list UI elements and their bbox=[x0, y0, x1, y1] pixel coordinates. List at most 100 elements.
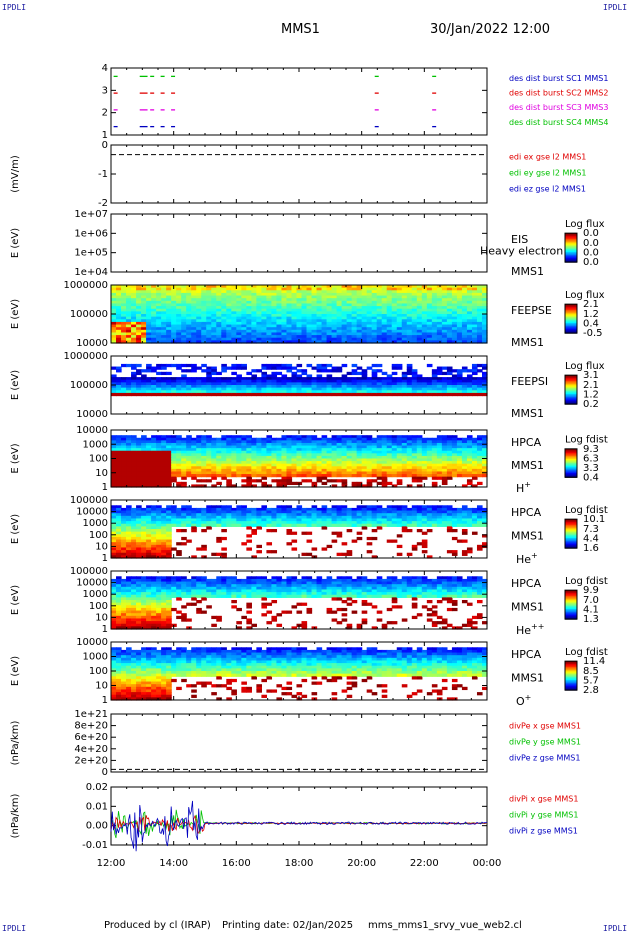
feepse-cell bbox=[111, 329, 117, 334]
hpca_he-cell bbox=[306, 518, 313, 522]
feepse-cell bbox=[401, 319, 408, 323]
hpca_h-cell bbox=[456, 468, 463, 473]
feepse-cell bbox=[401, 306, 408, 310]
feepse-cell bbox=[366, 292, 373, 297]
feepse-cell bbox=[241, 311, 247, 315]
feepsi-cell bbox=[311, 379, 318, 383]
hpca_h-cell bbox=[206, 445, 212, 449]
hpca_h-cell bbox=[476, 450, 483, 454]
feepsi-colorbar-tick: 2.1 bbox=[583, 380, 599, 391]
feepsi-cell bbox=[256, 387, 262, 391]
hpca_h-cell bbox=[286, 437, 293, 441]
feepse-cell bbox=[296, 329, 303, 334]
feepsi-cell bbox=[201, 363, 207, 368]
feepse-cell bbox=[361, 290, 368, 294]
feepse-cell bbox=[261, 319, 268, 323]
feepse-cell bbox=[431, 308, 438, 312]
feepse-cell bbox=[316, 316, 323, 320]
hpca_h-cell bbox=[296, 471, 303, 475]
feepsi-cell bbox=[356, 382, 363, 386]
feepse-cell bbox=[246, 298, 252, 302]
hpca_h-cell bbox=[236, 463, 242, 467]
hpca_h-cell bbox=[156, 448, 162, 452]
feepse-cell bbox=[256, 290, 262, 294]
hpca_he-cell bbox=[256, 550, 262, 554]
hpca_he-cell bbox=[216, 523, 222, 527]
hpca_h-cell bbox=[441, 455, 448, 460]
hpca_he-cell bbox=[201, 555, 207, 559]
feepsi-cell bbox=[471, 366, 478, 370]
feepsi-cell bbox=[246, 377, 252, 381]
hpca_he-cell bbox=[371, 507, 378, 512]
hpca_h-cell bbox=[126, 435, 132, 439]
hpca_h-cell bbox=[186, 437, 192, 441]
feepse-cell bbox=[396, 340, 403, 344]
hpca_h-cell bbox=[436, 471, 443, 475]
hpca_h-cell bbox=[301, 442, 308, 447]
feepsi-cell bbox=[421, 379, 428, 383]
feepse-cell bbox=[116, 316, 122, 320]
feepse-cell bbox=[461, 329, 468, 334]
hpca_h-cell bbox=[161, 437, 167, 441]
hpca_h-cell bbox=[436, 435, 443, 439]
hpca_h-cell bbox=[271, 479, 278, 483]
hpca_he-cell bbox=[356, 518, 363, 522]
hpca_h-cell bbox=[191, 445, 197, 449]
feepse-cell bbox=[221, 329, 227, 334]
hpca_h-cell bbox=[356, 455, 363, 460]
feepsi-cell bbox=[356, 377, 363, 381]
hpca_he-cell bbox=[406, 515, 413, 520]
feepse-cell bbox=[286, 292, 293, 297]
hpca_he-cell bbox=[206, 507, 212, 512]
feepsi-cell bbox=[451, 390, 458, 394]
hpca_h-cell bbox=[461, 484, 468, 488]
feepse-cell bbox=[476, 292, 483, 297]
feepse-cell bbox=[441, 332, 448, 336]
hpca_h-cell bbox=[181, 463, 187, 467]
hpca_he-cell bbox=[396, 523, 403, 527]
feepsi-cell bbox=[261, 377, 268, 381]
hpca_h-cell bbox=[361, 450, 368, 454]
feepse-cell bbox=[426, 308, 433, 312]
hpca_he-cell bbox=[416, 513, 423, 517]
feepsi-cell bbox=[146, 379, 152, 383]
feepse-cell bbox=[396, 311, 403, 315]
hpca_h-cell bbox=[161, 484, 167, 488]
feepse-cell bbox=[236, 290, 242, 294]
feepsi-cell bbox=[141, 385, 147, 389]
feepsi-cell bbox=[466, 377, 473, 381]
feepse-cell bbox=[201, 290, 207, 294]
hpca_he-cell bbox=[136, 536, 142, 541]
feepse-cell bbox=[186, 337, 192, 341]
hpca_h-cell bbox=[136, 455, 142, 460]
hpca_h-cell bbox=[261, 437, 268, 441]
feepse-cell bbox=[176, 314, 182, 318]
hpca_h-cell bbox=[241, 445, 247, 449]
feepse-cell bbox=[256, 335, 262, 339]
hpca_he-cell bbox=[131, 507, 137, 512]
hpca_h-cell bbox=[196, 442, 202, 447]
feepse-cell bbox=[146, 287, 152, 291]
feepse-cell bbox=[346, 295, 353, 299]
hpca_h-cell bbox=[131, 448, 137, 452]
feepsi-cell bbox=[161, 366, 167, 370]
hpca_h-cell bbox=[206, 461, 212, 465]
hpca_h-cell bbox=[471, 437, 478, 441]
hpca_h-cell bbox=[251, 479, 257, 483]
feepse-cell bbox=[176, 300, 182, 305]
hpca_h-cell bbox=[141, 471, 147, 475]
feepsi-cell bbox=[326, 387, 333, 391]
hpca_h-cell bbox=[376, 461, 383, 465]
hpca_he-cell bbox=[421, 542, 428, 546]
feepse-cell bbox=[116, 300, 122, 305]
feepse-cell bbox=[186, 319, 192, 323]
feepse-cell bbox=[211, 329, 217, 334]
hpca_h-cell bbox=[126, 453, 132, 457]
hpca_h-cell bbox=[401, 435, 408, 439]
feepsi-cell bbox=[171, 387, 177, 391]
hpca_h-cell bbox=[201, 471, 207, 475]
hpca_he-cell bbox=[196, 518, 202, 522]
hpca_h-cell bbox=[246, 484, 252, 488]
feepse-cell bbox=[236, 287, 242, 291]
hpca_he-cell bbox=[256, 518, 262, 522]
